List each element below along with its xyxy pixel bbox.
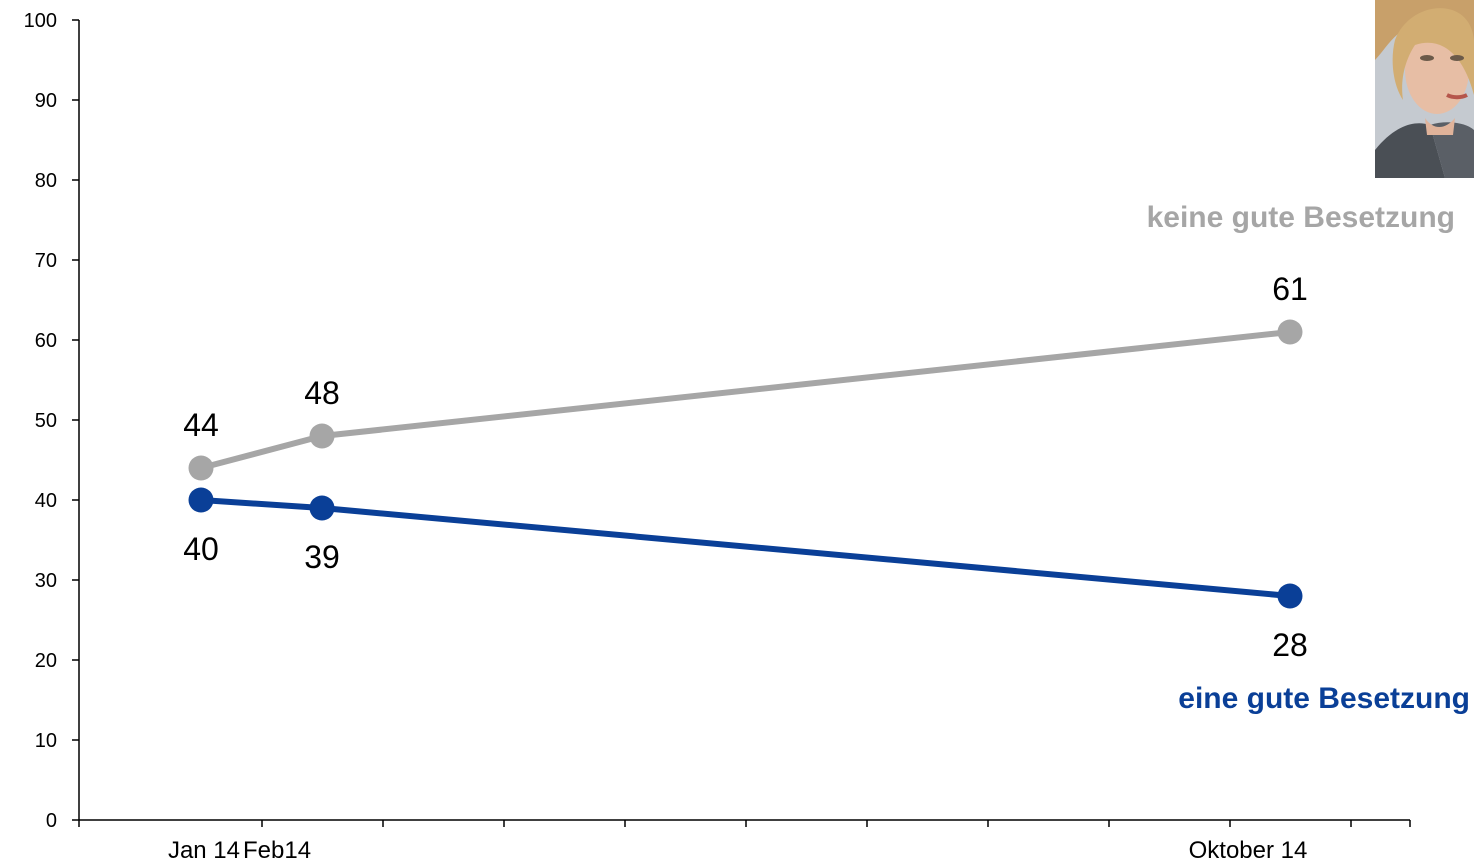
- y-tick-label: 50: [35, 410, 57, 432]
- data-label-eine-gute-besetzung: 40: [183, 531, 219, 567]
- data-point-keine-gute-besetzung: [188, 455, 214, 481]
- y-tick-label: 20: [35, 650, 57, 672]
- series-name-keine-gute-besetzung: keine gute Besetzung: [1147, 201, 1455, 234]
- x-tick-label: Feb14: [243, 837, 311, 864]
- data-labels-layer: 44 48 61 40 39 28: [183, 271, 1308, 663]
- y-axis-ticks: 0 10 20 30 40 50 60 70 80 90 100: [24, 10, 79, 832]
- series-name-eine-gute-besetzung: eine gute Besetzung: [1178, 682, 1470, 715]
- data-label-keine-gute-besetzung: 48: [304, 375, 340, 411]
- portrait-illustration-icon: [1375, 0, 1474, 178]
- y-tick-label: 30: [35, 570, 57, 592]
- x-tick-label: Jan 14: [168, 837, 240, 864]
- y-tick-label: 40: [35, 490, 57, 512]
- data-label-eine-gute-besetzung: 39: [304, 539, 340, 575]
- y-tick-label: 60: [35, 330, 57, 352]
- data-point-eine-gute-besetzung: [188, 487, 214, 513]
- y-tick-label: 80: [35, 170, 57, 192]
- data-label-keine-gute-besetzung: 61: [1272, 271, 1308, 307]
- data-point-keine-gute-besetzung: [1277, 319, 1303, 345]
- series-line-keine-gute-besetzung: [200, 329, 1291, 471]
- y-tick-label: 70: [35, 250, 57, 272]
- data-label-keine-gute-besetzung: 44: [183, 407, 219, 443]
- data-label-eine-gute-besetzung: 28: [1272, 627, 1308, 663]
- data-point-eine-gute-besetzung: [309, 495, 335, 521]
- y-tick-label: 90: [35, 90, 57, 112]
- series-line-eine-gute-besetzung: [200, 497, 1291, 599]
- portrait-photo: [1375, 0, 1474, 178]
- data-point-eine-gute-besetzung: [1277, 583, 1303, 609]
- x-axis-ticks: Jan 14 Feb14 Oktober 14: [78, 820, 1411, 864]
- x-tick-label: Oktober 14: [1189, 837, 1308, 864]
- y-tick-label: 0: [46, 810, 57, 832]
- y-tick-label: 10: [35, 730, 57, 752]
- y-tick-label: 100: [24, 10, 57, 32]
- series-layer: [188, 319, 1303, 609]
- data-point-keine-gute-besetzung: [309, 423, 335, 449]
